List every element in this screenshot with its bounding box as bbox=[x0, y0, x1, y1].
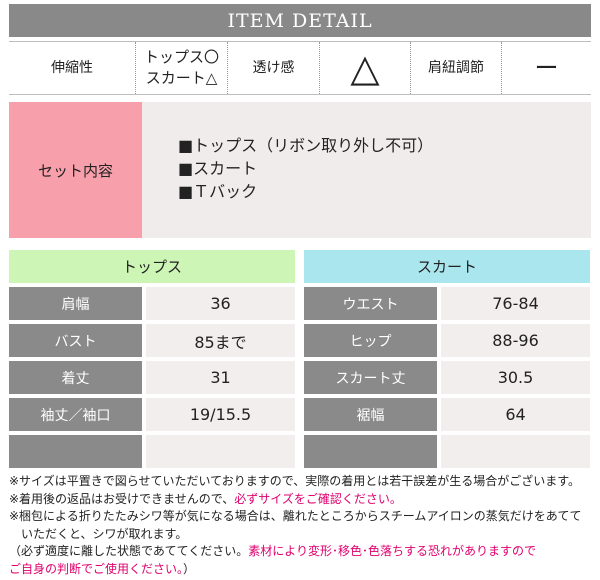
size-value: 88-96 bbox=[441, 324, 590, 357]
strap-value: ー bbox=[534, 54, 559, 82]
size-label: ウエスト bbox=[304, 287, 437, 320]
size-value bbox=[441, 435, 590, 468]
note-text: ※着用後の返品はお受けできませんので、 bbox=[9, 491, 235, 506]
table-row: スカート丈 30.5 bbox=[304, 361, 590, 394]
note-line: （必ず適度に離した状態であててください。素材により変形･移色･色落ちする恐れがあ… bbox=[9, 543, 594, 561]
tops-size-table: トップス 肩幅 36 バスト 85まで 着丈 31 袖丈／袖口 19/15.5 bbox=[9, 250, 295, 468]
set-contents: セット内容 ■トップス（リボン取り外し不可） ■スカート ■Ｔバック bbox=[9, 102, 591, 238]
size-value: 36 bbox=[146, 287, 295, 320]
set-label: セット内容 bbox=[9, 102, 142, 238]
note-line: ※サイズは平置きで図らせていただいておりますので、実際の着用とは若干誤差が生る場… bbox=[9, 474, 581, 488]
note-line: ※梱包による折りたたみシワ等が気になる場合は、離れたところからスチームアイロンの… bbox=[9, 509, 582, 523]
size-value: 30.5 bbox=[441, 361, 590, 394]
table-row: バスト 85まで bbox=[9, 324, 295, 357]
table-row: ヒップ 88-96 bbox=[304, 324, 590, 357]
size-value: 85まで bbox=[146, 324, 295, 357]
size-label: 袖丈／袖口 bbox=[9, 398, 142, 431]
set-item: ■トップス（リボン取り外し不可） bbox=[178, 136, 434, 155]
note-line: ※着用後の返品はお受けできませんので、必ずサイズをご確認ください。 bbox=[9, 491, 594, 509]
notes: ※サイズは平置きで図らせていただいておりますので、実際の着用とは若干誤差が生る場… bbox=[9, 473, 594, 578]
table-row: 裾幅 64 bbox=[304, 398, 590, 431]
sheer-value-triangle-icon: △ bbox=[320, 42, 411, 94]
note-warning: ご自身の判断でご使用ください。 bbox=[9, 561, 184, 576]
table-row bbox=[304, 435, 590, 468]
note-text: （必ず適度に離した状態であててください。 bbox=[9, 544, 249, 558]
header-title: ITEM DETAIL bbox=[227, 9, 373, 32]
size-label: スカート丈 bbox=[304, 361, 437, 394]
size-label bbox=[9, 435, 142, 468]
table-row: 袖丈／袖口 19/15.5 bbox=[9, 398, 295, 431]
note-warning: 素材により変形･移色･色落ちする恐れがありますので bbox=[248, 544, 537, 558]
strap-label: 肩紐調節 bbox=[411, 42, 502, 94]
size-value: 64 bbox=[441, 398, 590, 431]
size-value: 76-84 bbox=[441, 287, 590, 320]
size-value bbox=[146, 435, 295, 468]
set-item: ■Ｔバック bbox=[178, 182, 258, 201]
size-label: バスト bbox=[9, 324, 142, 357]
sheer-label: 透け感 bbox=[228, 42, 320, 94]
stretch-label: 伸縮性 bbox=[9, 42, 136, 94]
skirt-size-table: スカート ウエスト 76-84 ヒップ 88-96 スカート丈 30.5 裾幅 … bbox=[304, 250, 590, 468]
note-line: いただくと、シワが取れます。 bbox=[9, 526, 188, 541]
size-value: 31 bbox=[146, 361, 295, 394]
stretch-value-tops: トップス〇 bbox=[143, 48, 219, 66]
table-row: 着丈 31 bbox=[9, 361, 295, 394]
size-label: 着丈 bbox=[9, 361, 142, 394]
stretch-value-skirt: スカート△ bbox=[145, 69, 218, 87]
note-line: ご自身の判断でご使用ください。） bbox=[9, 561, 594, 579]
size-label: 裾幅 bbox=[304, 398, 437, 431]
note-text: ） bbox=[183, 561, 196, 576]
skirt-table-title: スカート bbox=[304, 250, 590, 283]
set-item-list: ■トップス（リボン取り外し不可） ■スカート ■Ｔバック bbox=[142, 102, 591, 238]
item-detail-header: ITEM DETAIL bbox=[9, 4, 591, 37]
set-item: ■スカート bbox=[178, 159, 258, 178]
table-row: 肩幅 36 bbox=[9, 287, 295, 320]
tops-table-title: トップス bbox=[9, 250, 295, 283]
size-label bbox=[304, 435, 437, 468]
size-label: 肩幅 bbox=[9, 287, 142, 320]
table-row bbox=[9, 435, 295, 468]
size-label: ヒップ bbox=[304, 324, 437, 357]
table-row: ウエスト 76-84 bbox=[304, 287, 590, 320]
size-value: 19/15.5 bbox=[146, 398, 295, 431]
spec-row: 伸縮性 トップス〇 スカート△ 透け感 △ 肩紐調節 ー bbox=[9, 41, 591, 95]
note-warning: 必ずサイズをご確認ください。 bbox=[234, 491, 402, 506]
stretch-value: トップス〇 スカート△ bbox=[136, 42, 228, 94]
